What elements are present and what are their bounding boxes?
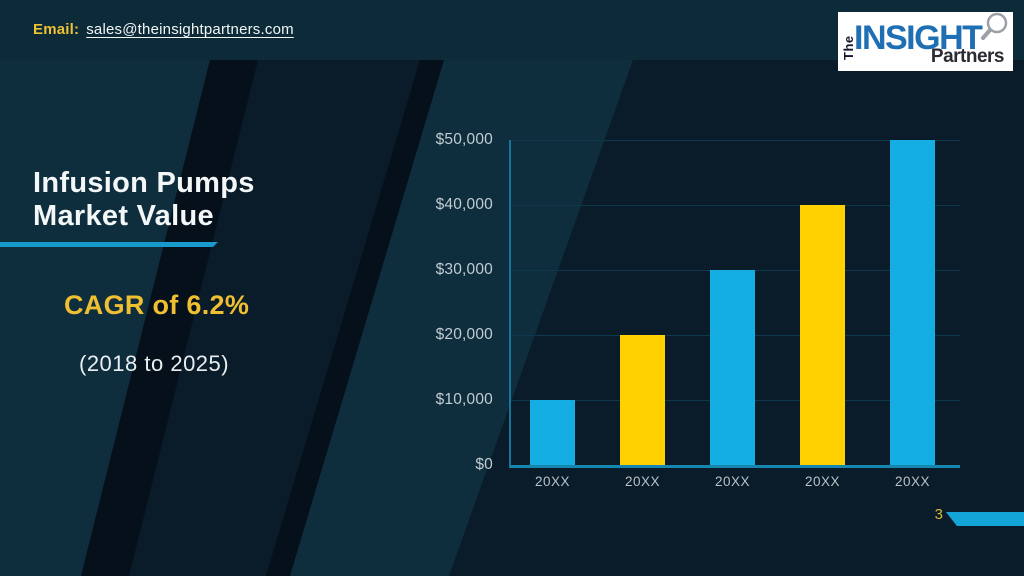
x-axis-tick-label: 20XX bbox=[534, 474, 571, 489]
footer-accent-bar bbox=[946, 512, 1024, 526]
contact-email-row: Email: sales@theinsightpartners.com bbox=[33, 21, 294, 38]
y-axis-tick-label: $30,000 bbox=[435, 261, 493, 278]
x-axis-tick-label: 20XX bbox=[894, 474, 931, 489]
x-axis-tick-label: 20XX bbox=[804, 474, 841, 489]
gridline bbox=[511, 270, 960, 271]
logo-word-insight: INSIGHT bbox=[854, 19, 983, 57]
chart-bar bbox=[620, 335, 665, 465]
gridline bbox=[511, 335, 960, 336]
y-axis-tick-label: $10,000 bbox=[435, 391, 493, 408]
forecast-period: (2018 to 2025) bbox=[79, 351, 230, 376]
email-label: Email: bbox=[33, 21, 80, 38]
logo-word-partners: Partners bbox=[930, 46, 1005, 67]
cagr-value: CAGR of 6.2% bbox=[64, 290, 250, 320]
chart-bar bbox=[890, 140, 935, 465]
chart-plot-area: 20XX 20XX 20XX 20XX 20XX bbox=[509, 140, 960, 489]
y-axis-tick-label: $20,000 bbox=[435, 326, 493, 343]
y-axis-tick-label: $40,000 bbox=[435, 196, 493, 213]
gridline bbox=[511, 140, 960, 141]
magnifying-glass-icon bbox=[981, 12, 1008, 40]
title-line-1: Infusion Pumps bbox=[33, 167, 255, 199]
page-title: Infusion Pumps Market Value bbox=[33, 167, 255, 233]
chart-bar bbox=[530, 400, 575, 465]
chart-bar bbox=[800, 205, 845, 465]
x-axis-tick-label: 20XX bbox=[624, 474, 661, 489]
title-underline-accent bbox=[0, 242, 218, 247]
title-line-2: Market Value bbox=[33, 200, 214, 232]
y-axis-tick-label: $0 bbox=[475, 456, 493, 473]
y-axis-tick-label: $50,000 bbox=[435, 131, 493, 148]
x-axis-tick-label: 20XX bbox=[714, 474, 751, 489]
chart-bar bbox=[710, 270, 755, 465]
gridline bbox=[511, 400, 960, 401]
gridline bbox=[511, 205, 960, 206]
page-number: 3 bbox=[934, 506, 943, 523]
email-link[interactable]: sales@theinsightpartners.com bbox=[86, 21, 294, 38]
logo: The INSIGHT Partners bbox=[838, 12, 1013, 71]
